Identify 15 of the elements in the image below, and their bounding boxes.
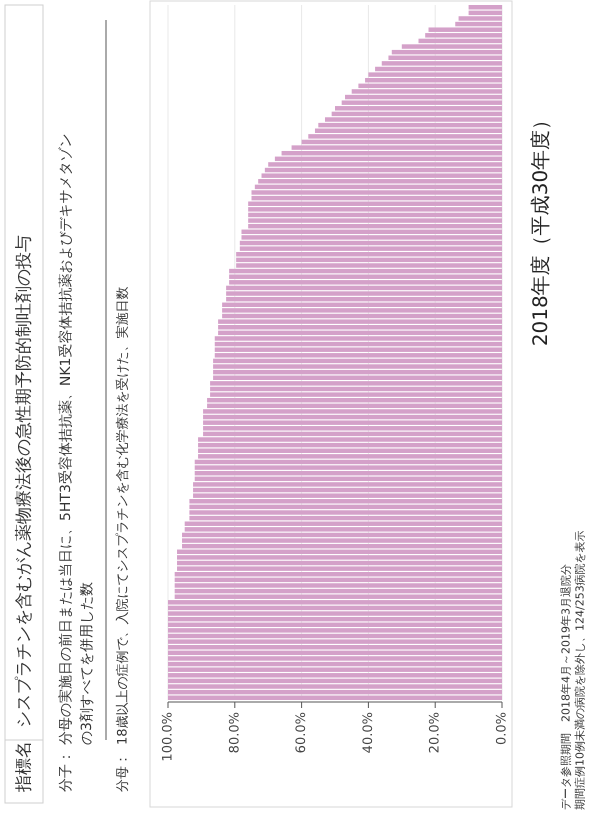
text: データ参照期間 2018年4月～2019年3月退院分	[560, 564, 572, 810]
text: 18歳以上の症例で、入院にてシスプラチンを含む化学療法を受けた、実施日数	[114, 286, 130, 745]
x-tick-label: 100.0%	[160, 712, 176, 762]
text: 期間症例10例未満の病院を除外し、124/253病院を表示	[574, 530, 586, 810]
x-tick-label: 20.0%	[428, 712, 443, 754]
x-tick-label: 40.0%	[360, 712, 376, 754]
text: 指標名	[14, 741, 34, 793]
text: シスプラチンを含むがん薬物療法後の急性期予防的制吐剤の投与	[14, 235, 34, 728]
text: 分母：	[116, 753, 130, 792]
text: 分母の実施日の前日または当日に、5HT3受容体拮抗薬、NK1受容体拮抗薬およびデキサメタゾンの3剤すべてを併用した数	[58, 134, 95, 745]
text: 分子：	[58, 750, 74, 792]
x-tick-label: 60.0%	[294, 712, 310, 754]
x-tick-label: 0.0%	[494, 712, 510, 746]
text: 2018年度（平成30年度）	[528, 110, 552, 346]
x-tick-label: 80.0%	[227, 712, 242, 754]
